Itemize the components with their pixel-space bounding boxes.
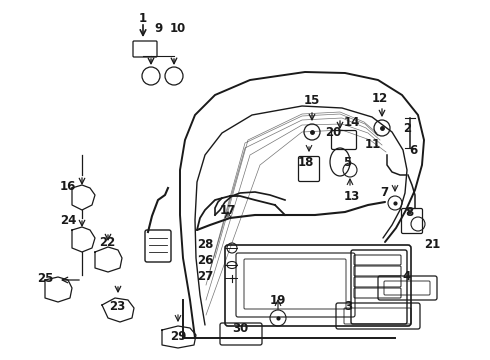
Text: 16: 16 bbox=[60, 180, 76, 193]
Text: 8: 8 bbox=[405, 207, 413, 220]
Text: 28: 28 bbox=[197, 238, 213, 251]
Text: 6: 6 bbox=[409, 144, 417, 157]
Text: 29: 29 bbox=[170, 329, 186, 342]
Text: 18: 18 bbox=[298, 156, 314, 168]
Text: 15: 15 bbox=[304, 94, 320, 107]
Text: 5: 5 bbox=[343, 156, 351, 168]
Text: 17: 17 bbox=[220, 203, 236, 216]
Text: 7: 7 bbox=[380, 185, 388, 198]
Text: 11: 11 bbox=[365, 139, 381, 152]
Text: 14: 14 bbox=[344, 117, 360, 130]
Text: 1: 1 bbox=[139, 12, 147, 24]
Text: 21: 21 bbox=[424, 238, 440, 252]
Text: 10: 10 bbox=[170, 22, 186, 35]
Text: 12: 12 bbox=[372, 91, 388, 104]
Text: 26: 26 bbox=[197, 253, 213, 266]
Text: 30: 30 bbox=[232, 321, 248, 334]
Text: 13: 13 bbox=[344, 189, 360, 202]
Text: 27: 27 bbox=[197, 270, 213, 283]
Text: 23: 23 bbox=[109, 300, 125, 312]
Text: 25: 25 bbox=[37, 271, 53, 284]
Text: 24: 24 bbox=[60, 213, 76, 226]
Text: 9: 9 bbox=[154, 22, 162, 35]
Text: 2: 2 bbox=[403, 122, 411, 135]
Text: 20: 20 bbox=[325, 126, 341, 139]
Text: 3: 3 bbox=[344, 300, 352, 312]
Text: 4: 4 bbox=[403, 270, 411, 283]
Text: 22: 22 bbox=[99, 235, 115, 248]
Text: 19: 19 bbox=[270, 293, 286, 306]
